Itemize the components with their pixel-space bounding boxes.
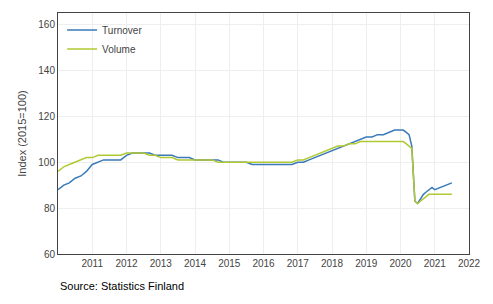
svg-text:2013: 2013 [150,258,173,269]
svg-text:2015: 2015 [218,258,241,269]
svg-text:2018: 2018 [321,258,344,269]
svg-text:2019: 2019 [355,258,378,269]
svg-text:2017: 2017 [287,258,310,269]
svg-text:2012: 2012 [115,258,138,269]
svg-text:Index (2015=100): Index (2015=100) [16,90,28,177]
svg-text:2016: 2016 [252,258,275,269]
svg-text:Volume: Volume [102,44,136,55]
svg-text:120: 120 [38,111,55,122]
svg-text:2021: 2021 [424,258,447,269]
svg-text:2022: 2022 [458,258,481,269]
svg-text:100: 100 [38,157,55,168]
svg-text:Turnover: Turnover [102,25,142,36]
svg-text:60: 60 [44,249,56,260]
svg-text:2014: 2014 [184,258,207,269]
svg-text:2020: 2020 [389,258,412,269]
svg-text:160: 160 [38,19,55,30]
svg-text:140: 140 [38,65,55,76]
svg-text:80: 80 [44,203,56,214]
svg-text:Source: Statistics Finland: Source: Statistics Finland [60,280,184,292]
svg-text:2011: 2011 [81,258,103,269]
